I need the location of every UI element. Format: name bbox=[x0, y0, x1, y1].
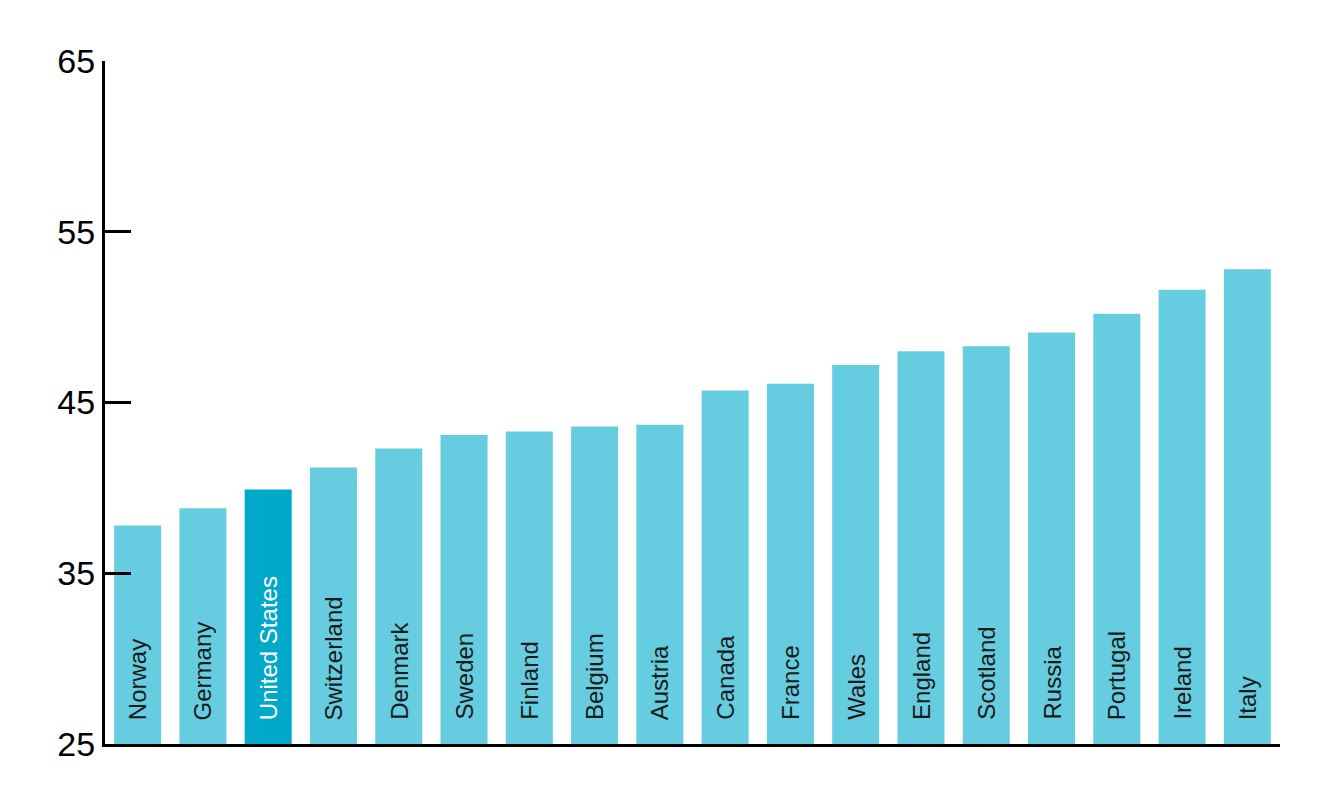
svg-text:Norway: Norway bbox=[124, 639, 151, 720]
svg-text:Austria: Austria bbox=[646, 645, 673, 720]
svg-text:Wales: Wales bbox=[843, 654, 870, 720]
svg-text:35: 35 bbox=[57, 554, 95, 592]
svg-text:Italy: Italy bbox=[1234, 676, 1261, 720]
svg-text:Scotland: Scotland bbox=[973, 626, 1000, 719]
svg-text:Belgium: Belgium bbox=[581, 633, 608, 720]
svg-text:25: 25 bbox=[57, 725, 95, 763]
svg-text:65: 65 bbox=[57, 42, 95, 80]
svg-text:Germany: Germany bbox=[189, 622, 216, 721]
svg-text:Switzerland: Switzerland bbox=[320, 596, 347, 720]
svg-text:United States: United States bbox=[255, 576, 282, 720]
svg-text:Finland: Finland bbox=[516, 641, 543, 720]
svg-text:45: 45 bbox=[57, 383, 95, 421]
svg-text:Russia: Russia bbox=[1039, 646, 1066, 720]
svg-text:Sweden: Sweden bbox=[451, 633, 478, 720]
svg-text:Ireland: Ireland bbox=[1169, 646, 1196, 719]
svg-text:Denmark: Denmark bbox=[386, 621, 413, 719]
svg-text:France: France bbox=[777, 645, 804, 720]
svg-text:55: 55 bbox=[57, 213, 95, 251]
svg-text:Canada: Canada bbox=[712, 635, 739, 720]
svg-text:Portugal: Portugal bbox=[1103, 631, 1130, 720]
svg-text:England: England bbox=[908, 632, 935, 720]
